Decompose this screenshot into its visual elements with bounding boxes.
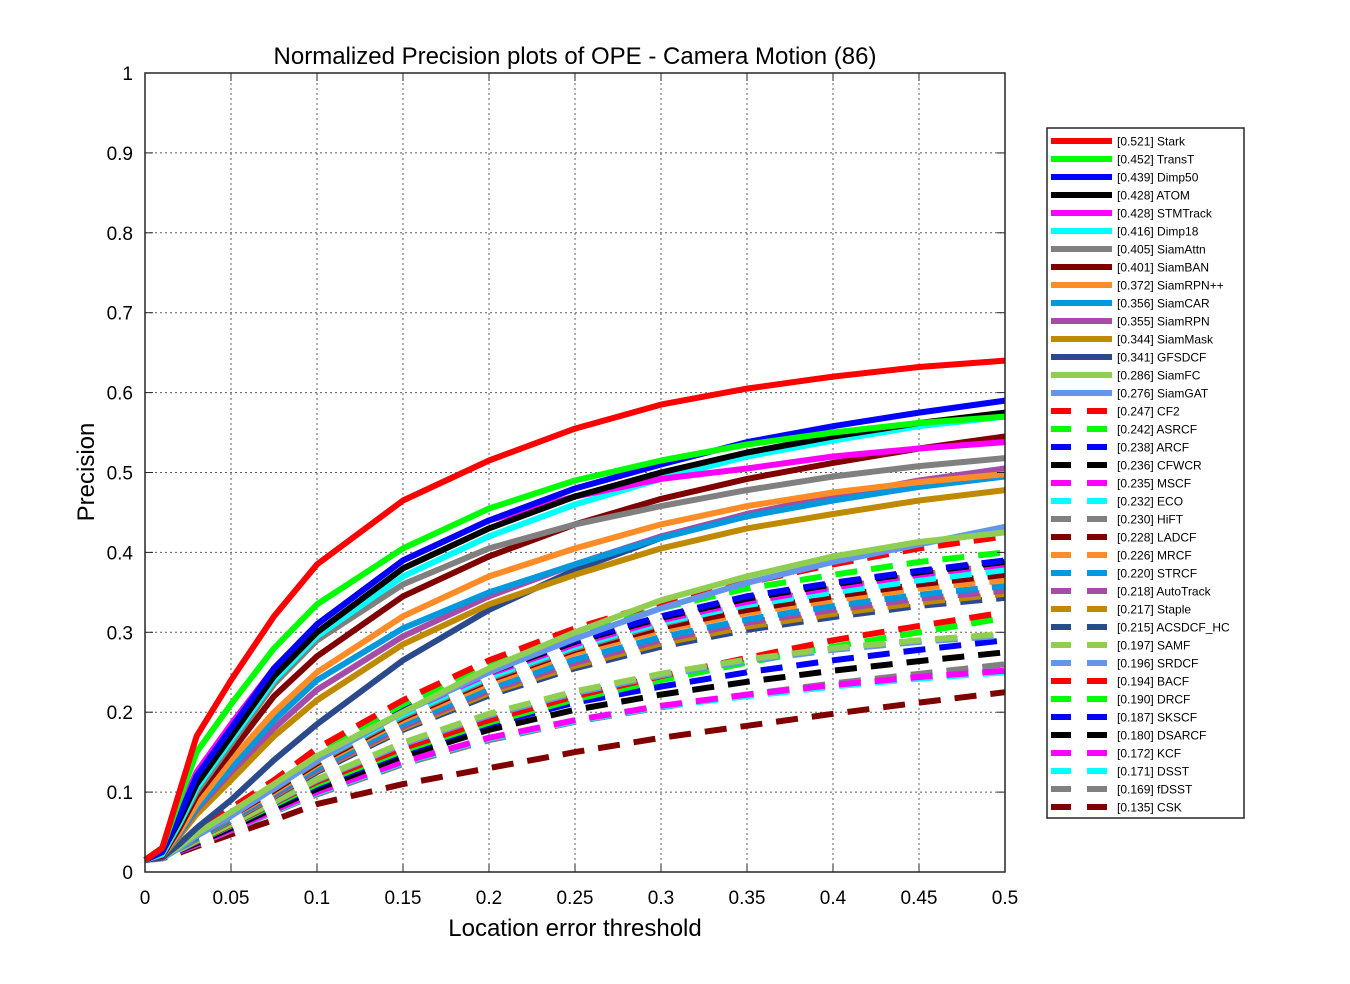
x-tick-label: 0.2 — [476, 888, 502, 909]
legend-entry-1: [0.452] TransT — [1117, 153, 1195, 167]
legend-entry-27: [0.215] ACSDCF_HC — [1117, 621, 1230, 635]
y-tick-label: 0.1 — [107, 783, 133, 804]
legend-entry-20: [0.232] ECO — [1117, 495, 1183, 509]
x-tick-label: 0.05 — [213, 888, 250, 909]
legend-entry-5: [0.416] Dimp18 — [1117, 225, 1199, 239]
legend-entry-18: [0.236] CFWCR — [1117, 459, 1202, 473]
legend-entry-29: [0.196] SRDCF — [1117, 657, 1198, 671]
legend-entry-0: [0.521] Stark — [1117, 135, 1186, 149]
y-tick-label: 0.9 — [107, 144, 133, 165]
legend-entry-25: [0.218] AutoTrack — [1117, 585, 1212, 599]
legend-box — [1046, 127, 1245, 819]
legend-entry-10: [0.355] SiamRPN — [1117, 315, 1210, 329]
y-tick-label: 1 — [122, 64, 133, 85]
x-tick-label: 0.5 — [992, 888, 1018, 909]
legend-entry-11: [0.344] SiamMask — [1117, 333, 1214, 347]
legend-entry-2: [0.439] Dimp50 — [1117, 171, 1199, 185]
series-line-0 — [143, 357, 1006, 863]
legend-entry-3: [0.428] ATOM — [1117, 189, 1190, 203]
legend-entry-32: [0.187] SKSCF — [1117, 711, 1197, 725]
x-axis-title: Location error threshold — [448, 915, 701, 942]
y-tick-label: 0.4 — [107, 543, 134, 564]
y-tick-label: 0.8 — [107, 224, 133, 245]
legend-entry-23: [0.226] MRCF — [1117, 549, 1192, 563]
legend-entry-22: [0.228] LADCF — [1117, 531, 1196, 545]
y-axis-title: Precision — [73, 423, 100, 522]
legend-entry-9: [0.356] SiamCAR — [1117, 297, 1210, 311]
y-tick-label: 0.3 — [107, 623, 133, 644]
legend-entry-35: [0.171] DSST — [1117, 765, 1190, 779]
legend-entry-21: [0.230] HiFT — [1117, 513, 1184, 527]
legend-entry-17: [0.238] ARCF — [1117, 441, 1189, 455]
y-tick-label: 0.6 — [107, 384, 133, 405]
legend-entry-34: [0.172] KCF — [1117, 747, 1181, 761]
x-tick-label: 0.1 — [304, 888, 330, 909]
legend-entry-8: [0.372] SiamRPN++ — [1117, 279, 1224, 293]
legend-entry-28: [0.197] SAMF — [1117, 639, 1190, 653]
x-tick-label: 0.4 — [820, 888, 847, 909]
series-line-1 — [143, 413, 1006, 863]
legend-entry-7: [0.401] SiamBAN — [1117, 261, 1209, 275]
y-tick-label: 0.5 — [107, 464, 133, 485]
y-tick-label: 0 — [122, 863, 133, 884]
legend-entry-19: [0.235] MSCF — [1117, 477, 1191, 491]
legend-entry-37: [0.135] CSK — [1117, 801, 1182, 815]
legend-entry-31: [0.190] DRCF — [1117, 693, 1190, 707]
legend-entry-6: [0.405] SiamAttn — [1117, 243, 1206, 257]
legend-entry-33: [0.180] DSARCF — [1117, 729, 1206, 743]
legend-entry-14: [0.276] SiamGAT — [1117, 387, 1209, 401]
x-tick-label: 0 — [140, 888, 151, 909]
y-tick-label: 0.7 — [107, 304, 133, 325]
axis-ticks: 0 0.05 0.1 0.15 0.2 0.25 0.3 0.35 0.4 0.45 0.5 0 0.1… — [107, 64, 1019, 909]
x-tick-label: 0.15 — [385, 888, 422, 909]
x-tick-label: 0.3 — [648, 888, 674, 909]
legend-entry-26: [0.217] Staple — [1117, 603, 1191, 617]
legend: [0.521] Stark [0.452] TransT [0.439] Dimp5… — [1046, 127, 1245, 819]
x-tick-label: 0.45 — [901, 888, 938, 909]
legend-entry-36: [0.169] fDSST — [1117, 783, 1193, 797]
chart-title: Normalized Precision plots of OPE - Came… — [274, 43, 877, 70]
x-tick-label: 0.35 — [729, 888, 766, 909]
series-lines — [143, 357, 1006, 863]
legend-entry-13: [0.286] SiamFC — [1117, 369, 1201, 383]
legend-entry-30: [0.194] BACF — [1117, 675, 1189, 689]
legend-entry-24: [0.220] STRCF — [1117, 567, 1197, 581]
y-tick-label: 0.2 — [107, 703, 133, 724]
legend-entry-12: [0.341] GFSDCF — [1117, 351, 1206, 365]
x-tick-label: 0.25 — [557, 888, 594, 909]
series-line-2 — [143, 397, 1006, 863]
legend-entry-16: [0.242] ASRCF — [1117, 423, 1197, 437]
legend-entry-4: [0.428] STMTrack — [1117, 207, 1213, 221]
legend-entry-15: [0.247] CF2 — [1117, 405, 1180, 419]
